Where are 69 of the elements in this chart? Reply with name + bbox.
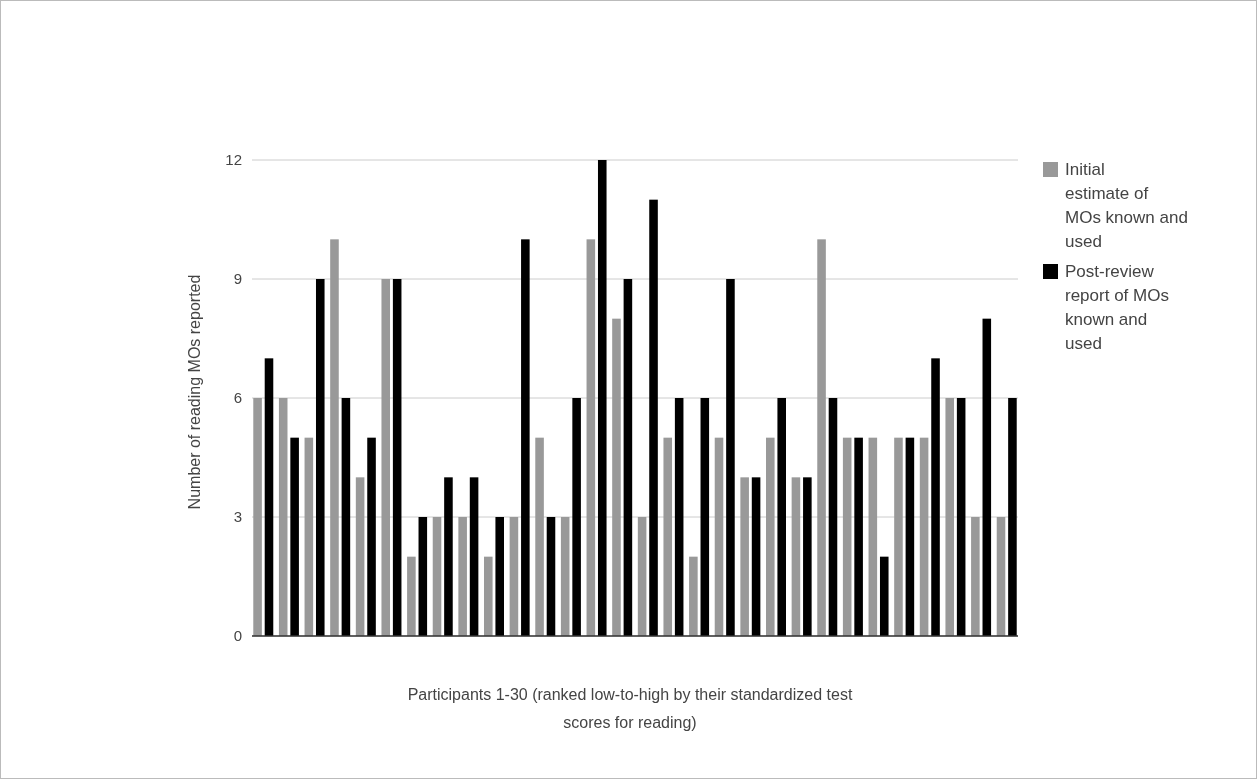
bar xyxy=(341,398,351,636)
bar xyxy=(905,437,915,636)
bar xyxy=(586,239,596,636)
bar xyxy=(381,279,391,636)
bar xyxy=(597,160,607,636)
bar xyxy=(854,437,863,636)
bar xyxy=(315,279,325,636)
bar xyxy=(817,239,826,636)
y-tick-label: 0 xyxy=(233,627,242,645)
bar xyxy=(803,477,812,636)
bar xyxy=(663,437,673,636)
bar xyxy=(432,517,442,636)
y-axis-title: Number of reading MOs reported xyxy=(186,274,203,510)
bar xyxy=(971,517,980,636)
bar xyxy=(956,398,966,636)
bar xyxy=(740,477,749,636)
bar xyxy=(392,279,402,636)
bar xyxy=(714,437,724,636)
bar xyxy=(919,437,929,636)
bar xyxy=(290,437,299,636)
bar xyxy=(689,556,698,636)
bar xyxy=(509,517,519,636)
bar xyxy=(1008,398,1017,636)
bar xyxy=(521,239,530,636)
bar xyxy=(253,398,262,636)
bar xyxy=(894,437,903,636)
bar xyxy=(982,318,992,636)
bar xyxy=(495,517,504,636)
bar xyxy=(766,437,775,636)
bar xyxy=(458,517,467,636)
bar xyxy=(623,279,633,636)
y-tick-label: 9 xyxy=(233,270,242,288)
bar xyxy=(842,437,852,636)
y-tick-label: 3 xyxy=(233,508,242,526)
bar xyxy=(637,517,647,636)
bar xyxy=(278,398,288,636)
bar xyxy=(572,398,581,636)
bar xyxy=(355,477,365,636)
bar xyxy=(777,398,786,636)
bar xyxy=(879,556,889,636)
x-axis-title: Participants 1-30 (ranked low-to-high by their standardized test scores for reading) xyxy=(407,686,853,731)
bar xyxy=(444,477,453,636)
y-tick-label: 12 xyxy=(225,151,242,169)
bar xyxy=(560,517,570,636)
bar xyxy=(367,437,376,636)
bar xyxy=(791,477,801,636)
bar xyxy=(484,556,493,636)
bar xyxy=(612,318,621,636)
bar xyxy=(674,398,684,636)
bar xyxy=(726,279,735,636)
bar xyxy=(649,199,658,636)
bar xyxy=(931,358,940,636)
bar xyxy=(418,517,428,636)
bar xyxy=(868,437,878,636)
bar xyxy=(945,398,955,636)
y-tick-label: 6 xyxy=(233,389,242,407)
bar xyxy=(304,437,314,636)
bar xyxy=(330,239,339,636)
bar xyxy=(700,398,710,636)
legend-label: Initial estimate of MOs known and used xyxy=(1065,160,1188,251)
bar xyxy=(469,477,479,636)
bar xyxy=(828,398,838,636)
bar xyxy=(535,437,544,636)
bar xyxy=(751,477,761,636)
bar xyxy=(407,556,416,636)
legend-label: Post-review report of MOs known and used xyxy=(1065,262,1169,353)
bar xyxy=(546,517,556,636)
bar xyxy=(264,358,274,636)
bar xyxy=(996,517,1006,636)
